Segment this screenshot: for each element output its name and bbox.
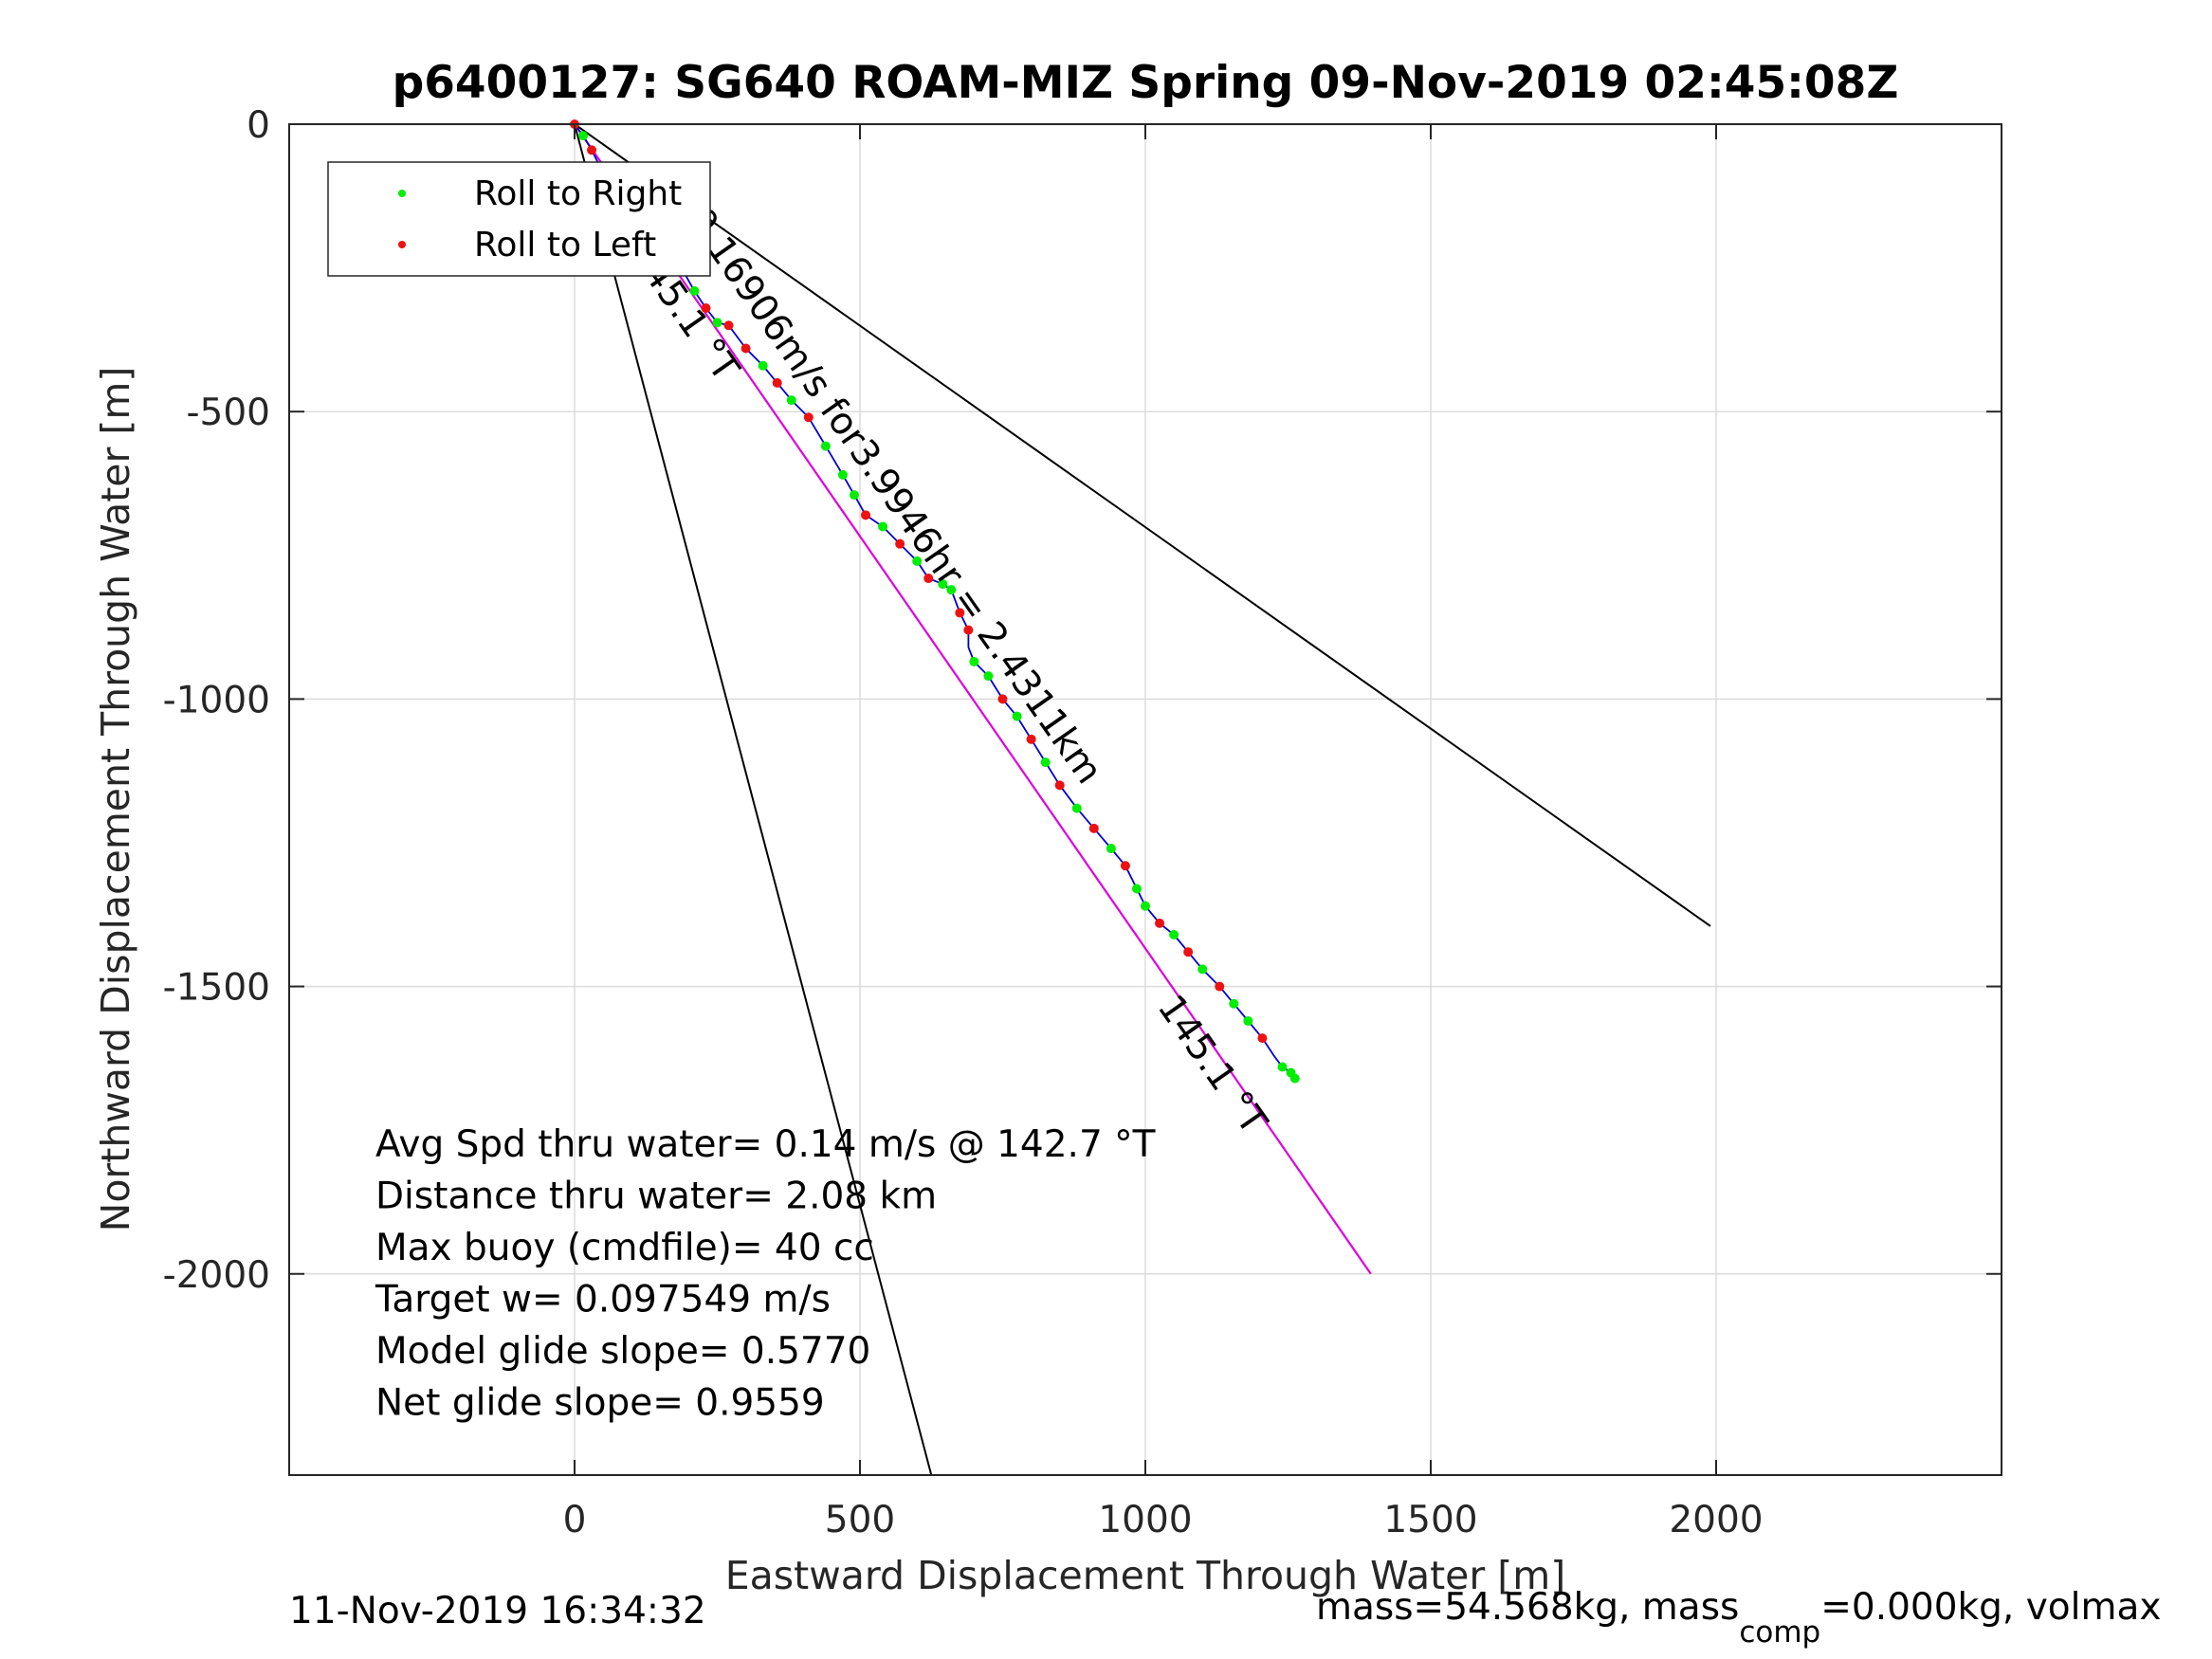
roll-left-point [1183, 947, 1194, 957]
roll-left-point [923, 574, 934, 584]
roll-right-point [912, 556, 923, 566]
x-tick-label: 2000 [1669, 1499, 1763, 1541]
y-tick-label: -1500 [163, 967, 270, 1010]
footer-mass-sub: comp [1739, 1615, 1820, 1650]
roll-right-point [969, 656, 979, 666]
legend-marker-roll-right [398, 190, 406, 197]
roll-right-point [1169, 930, 1179, 939]
roll-right-point [1012, 711, 1022, 721]
roll-left-point [587, 145, 597, 155]
roll-left-point [1026, 734, 1036, 744]
roll-right-point [849, 490, 859, 501]
roll-left-point [963, 625, 974, 635]
roll-right-point [837, 469, 848, 480]
roll-right-point [1229, 998, 1239, 1009]
roll-right-point [946, 585, 957, 595]
legend: Roll to Right Roll to Left [327, 161, 711, 277]
roll-right-point [1106, 844, 1116, 854]
roll-left-point [803, 412, 814, 423]
roll-right-point [1277, 1062, 1288, 1072]
roll-left-point [1054, 780, 1065, 791]
ticks-layer: 0 500 1000 1500 2000 0 -500 -1000 -1500 -2000 [163, 104, 2002, 1541]
roll-right-point [1197, 964, 1208, 975]
roll-left-point [895, 538, 905, 549]
x-axis-label: Eastward Displacement Through Water [m] [725, 1553, 1565, 1598]
bounds-line-1 [574, 123, 1711, 927]
roll-right-point [786, 395, 796, 406]
legend-box [327, 161, 711, 277]
stats-line: Distance thru water= 2.08 km [375, 1176, 937, 1218]
stats-line: Avg Spd thru water= 0.14 m/s @ 142.7 °T [375, 1123, 1156, 1166]
roll-right-point [578, 131, 589, 141]
heading-line [574, 123, 1372, 1275]
roll-left-point [772, 377, 782, 388]
footer-timestamp: 11-Nov-2019 16:34:32 [289, 1590, 706, 1632]
roll-left-point [1215, 981, 1225, 992]
stats-line: Net glide slope= 0.9559 [375, 1382, 825, 1425]
stats-line: Model glide slope= 0.5770 [375, 1330, 870, 1373]
roll-right-point [983, 671, 994, 682]
footer-mass-info: mass=54.568kg, masscomp=0.000kg, volmax [1316, 1586, 2161, 1650]
roll-right-point [1289, 1073, 1300, 1084]
y-tick-label: 0 [247, 104, 270, 147]
x-tick-label: 1000 [1098, 1499, 1192, 1541]
roll-right-point [689, 285, 700, 296]
roll-right-point [1141, 901, 1150, 911]
roll-left-point [955, 608, 965, 618]
chart-title: p6400127: SG640 ROAM-MIZ Spring 09-Nov-2… [393, 57, 1899, 109]
legend-label-roll-left: Roll to Left [474, 226, 656, 264]
legend-label-roll-right: Roll to Right [474, 174, 682, 213]
roll-right-point [1040, 757, 1051, 768]
y-tick-label: -1000 [163, 679, 270, 721]
y-axis-label: Northward Displacement Through Water [m] [93, 367, 138, 1232]
roll-right-point [758, 360, 768, 371]
roll-left-point [723, 320, 734, 331]
roll-left-point [1257, 1033, 1268, 1044]
stats-line: Max buoy (cmdfile)= 40 cc [375, 1227, 874, 1269]
roll-left-point [1155, 918, 1165, 928]
roll-left-point [861, 510, 871, 520]
bounds-line-2 [574, 123, 933, 1476]
x-tick-label: 0 [563, 1499, 587, 1541]
legend-marker-roll-left [398, 241, 406, 248]
roll-right-point [1071, 803, 1082, 813]
roll-right-point [820, 441, 831, 451]
y-tick-label: -500 [186, 392, 270, 434]
footer-mass-prefix: mass=54.568kg, mass [1316, 1586, 1739, 1629]
roll-right-point [938, 579, 948, 590]
roll-right-point [1131, 884, 1142, 894]
roll-right-point [712, 318, 722, 328]
y-tick-label: -2000 [163, 1254, 270, 1297]
roll-left-point [1120, 861, 1130, 871]
x-tick-label: 1500 [1383, 1499, 1477, 1541]
roll-left-point [997, 694, 1008, 704]
roll-right-point [1243, 1015, 1253, 1026]
footer-mass-suffix: =0.000kg, volmax [1820, 1586, 2161, 1629]
x-tick-label: 500 [825, 1499, 895, 1541]
roll-left-point [701, 303, 711, 314]
roll-right-point [878, 521, 888, 532]
stats-line: Target w= 0.097549 m/s [375, 1279, 831, 1322]
roll-left-point [740, 343, 751, 354]
roll-left-point [1088, 823, 1099, 833]
